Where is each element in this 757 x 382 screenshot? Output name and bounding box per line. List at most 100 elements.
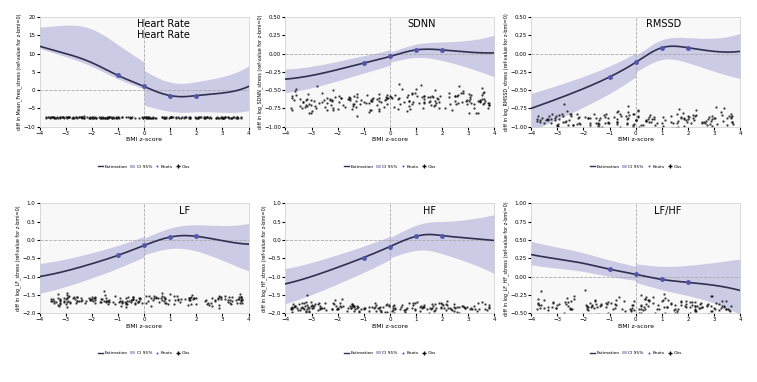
Point bbox=[545, 120, 557, 126]
Point bbox=[349, 306, 361, 312]
Point bbox=[625, 305, 637, 311]
Point bbox=[326, 102, 338, 108]
X-axis label: BMI z-score: BMI z-score bbox=[126, 137, 162, 142]
Point bbox=[475, 92, 488, 98]
Point bbox=[584, 300, 596, 306]
Point bbox=[611, 119, 623, 125]
Point bbox=[156, 293, 168, 299]
Point bbox=[450, 309, 463, 315]
Point bbox=[120, 301, 132, 307]
Point bbox=[588, 111, 600, 117]
Point bbox=[233, 296, 245, 303]
Point bbox=[358, 99, 370, 105]
Point bbox=[303, 305, 315, 311]
Point bbox=[96, 296, 108, 302]
Point bbox=[725, 112, 737, 118]
Point bbox=[55, 298, 67, 304]
Point bbox=[199, 115, 211, 121]
Point bbox=[312, 301, 324, 307]
Point bbox=[621, 115, 633, 121]
Point bbox=[562, 303, 574, 309]
Point bbox=[300, 308, 312, 314]
Point bbox=[183, 295, 195, 301]
Point bbox=[48, 300, 60, 306]
Point bbox=[449, 93, 461, 99]
Point bbox=[183, 115, 195, 121]
Point bbox=[449, 305, 461, 311]
Point bbox=[98, 288, 110, 294]
Point bbox=[217, 115, 229, 121]
Point bbox=[671, 308, 683, 314]
Point bbox=[368, 305, 380, 311]
Point bbox=[383, 301, 395, 308]
Point bbox=[417, 304, 429, 311]
Point bbox=[51, 114, 64, 120]
Point bbox=[211, 296, 223, 302]
Point bbox=[182, 302, 195, 308]
Point bbox=[129, 297, 142, 303]
Point bbox=[622, 103, 634, 109]
Point bbox=[715, 109, 727, 115]
Point bbox=[701, 122, 713, 128]
Point bbox=[425, 306, 437, 312]
Point bbox=[375, 99, 387, 105]
Point bbox=[359, 305, 371, 311]
Point bbox=[716, 112, 728, 118]
Point bbox=[45, 296, 58, 302]
Point bbox=[58, 115, 70, 121]
Point bbox=[614, 111, 626, 117]
Point bbox=[694, 301, 706, 307]
Point bbox=[101, 115, 114, 121]
Point bbox=[542, 311, 554, 317]
Point bbox=[678, 123, 690, 129]
Point bbox=[687, 112, 699, 118]
Point bbox=[147, 297, 159, 303]
Point bbox=[217, 115, 229, 121]
Point bbox=[366, 96, 378, 102]
Point bbox=[460, 98, 472, 104]
Point bbox=[382, 101, 394, 107]
Point bbox=[314, 303, 326, 309]
Point bbox=[567, 317, 579, 324]
Point bbox=[593, 124, 605, 130]
Point bbox=[87, 115, 99, 121]
Point bbox=[556, 113, 569, 119]
Point bbox=[702, 303, 714, 309]
Point bbox=[89, 115, 101, 121]
Point bbox=[435, 300, 447, 306]
Point bbox=[210, 114, 223, 120]
Point bbox=[562, 121, 574, 128]
Point bbox=[550, 117, 562, 123]
Point bbox=[658, 126, 670, 132]
Point bbox=[587, 304, 600, 311]
Point bbox=[120, 114, 132, 120]
Point bbox=[306, 305, 318, 311]
Point bbox=[410, 300, 422, 306]
Point bbox=[483, 102, 495, 108]
Point bbox=[152, 295, 164, 301]
Point bbox=[157, 114, 170, 120]
Point bbox=[75, 298, 87, 304]
Point bbox=[119, 299, 131, 305]
Point bbox=[668, 125, 681, 131]
Point bbox=[366, 95, 378, 101]
Point bbox=[671, 125, 684, 131]
Point bbox=[455, 90, 467, 96]
Point bbox=[183, 115, 195, 121]
Point bbox=[225, 115, 237, 121]
Point bbox=[224, 297, 236, 303]
Point bbox=[531, 116, 543, 122]
Point bbox=[702, 114, 715, 120]
Point bbox=[55, 297, 67, 303]
Point bbox=[621, 312, 633, 318]
Point bbox=[332, 306, 344, 312]
Point bbox=[303, 308, 315, 314]
Point bbox=[318, 97, 330, 103]
Point bbox=[185, 301, 198, 307]
Point bbox=[354, 306, 366, 312]
Point bbox=[418, 99, 430, 105]
Point bbox=[392, 96, 404, 102]
Point bbox=[657, 114, 669, 120]
Point bbox=[95, 299, 107, 305]
Point bbox=[68, 294, 80, 300]
